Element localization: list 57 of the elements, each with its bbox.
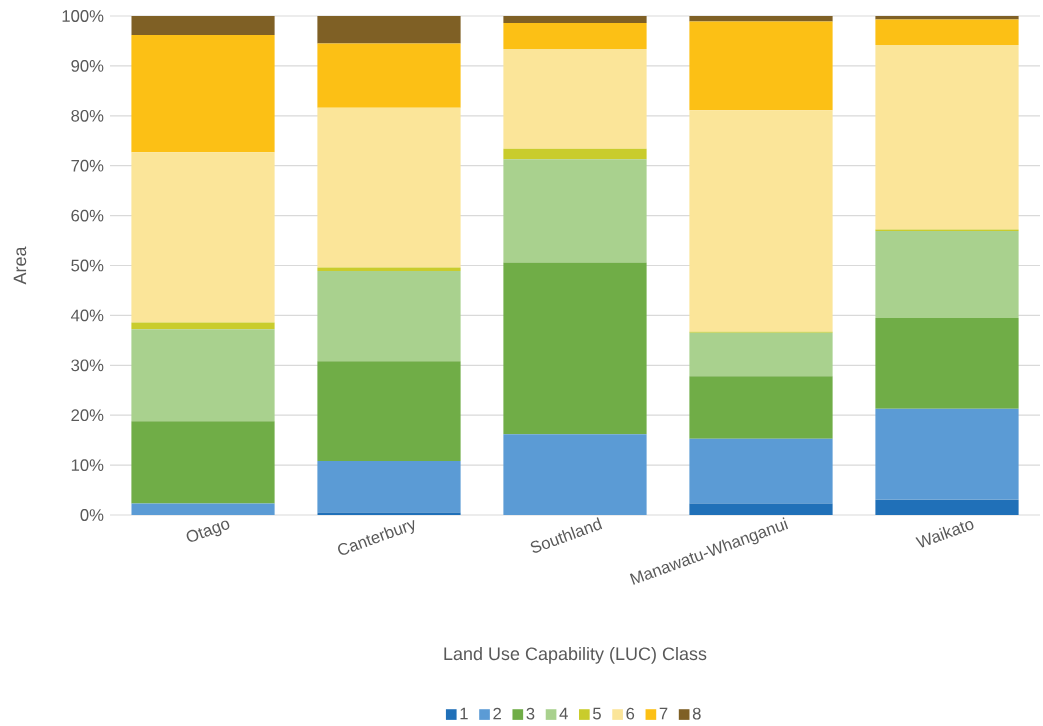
legend-label: 8 [692,707,701,720]
bar [131,16,275,35]
y-tick-label: 90% [71,60,104,72]
bar [689,16,833,22]
bar [131,34,275,153]
legend-label: 7 [659,707,668,720]
y-tick-label: 0% [80,509,104,521]
legend-label: 5 [593,707,601,720]
y-tick-label: 40% [70,309,104,322]
legend-label: 4 [559,707,568,720]
bar [317,107,461,268]
y-tick-label: 60% [71,209,104,222]
bar [689,438,833,504]
bar [503,262,647,435]
bar [689,21,833,111]
bar [503,16,647,23]
legend-label: 3 [526,707,535,720]
bar [875,408,1019,500]
bar [503,159,647,263]
bar [875,499,1019,515]
bar [689,376,833,439]
y-tick-label: 100% [62,10,104,22]
y-tick-label: 70% [71,159,104,172]
bar [317,461,461,513]
y-tick-label: 30% [71,359,104,372]
x-tick-label: Otago [186,520,230,542]
bar [875,19,1019,45]
legend-label: 1 [460,707,468,720]
bar [317,16,461,44]
x-tick-label: Waikato [915,521,974,548]
bar [689,332,833,377]
legend-label: 2 [493,707,501,720]
y-tick-label: 20% [71,409,104,422]
bar [875,44,1019,230]
y-tick-label: 10% [71,459,104,471]
bar [689,110,833,332]
bar [131,322,275,330]
bar [689,503,833,515]
bar [317,267,461,271]
bar [503,434,647,515]
y-axis-title: Area [13,246,27,285]
bar [875,317,1019,409]
x-axis-title: Land Use Capability (LUC) Class [444,646,707,664]
bar [317,270,461,362]
y-tick-label: 80% [71,109,104,122]
bar [317,361,461,462]
bar [317,43,461,108]
bar [503,48,647,149]
y-tick-label: 50% [71,259,104,272]
bar [875,231,1019,318]
bar [131,421,275,504]
bar [503,22,647,49]
bar [131,329,275,422]
bar [131,503,275,515]
legend-label: 6 [626,707,635,720]
bar [503,148,647,160]
bar [131,152,275,323]
